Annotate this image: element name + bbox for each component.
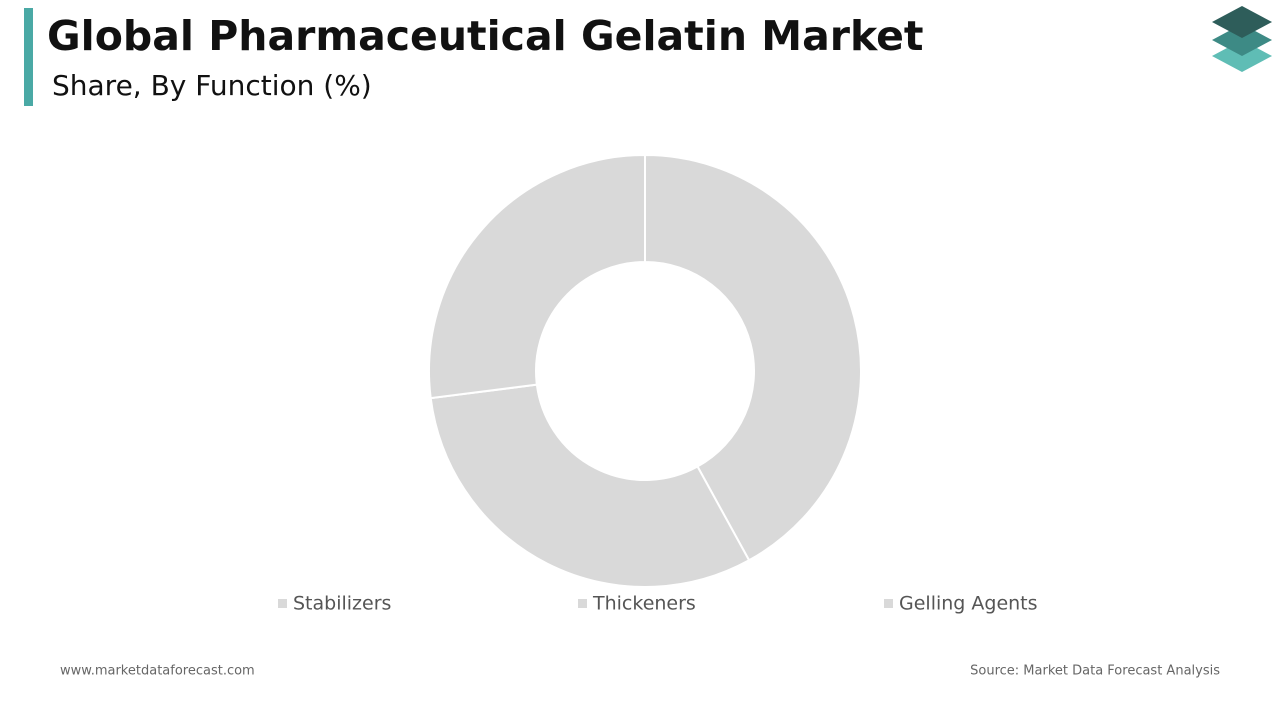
chart-title: Global Pharmaceutical Gelatin Market bbox=[47, 12, 924, 60]
donut-segment bbox=[429, 383, 751, 588]
logo bbox=[1212, 6, 1272, 72]
legend-label: Thickeners bbox=[592, 593, 696, 615]
title-accent bbox=[24, 8, 33, 106]
footer-website: www.marketdataforecast.com bbox=[60, 664, 255, 679]
chart-subtitle: Share, By Function (%) bbox=[52, 69, 372, 102]
legend-label: Stabilizers bbox=[293, 593, 391, 615]
legend-label: Gelling Agents bbox=[899, 593, 1038, 615]
legend-marker bbox=[578, 599, 587, 608]
donut-segment bbox=[644, 153, 862, 562]
legend-marker bbox=[278, 599, 287, 608]
legend-marker bbox=[884, 599, 893, 608]
donut-segment bbox=[428, 153, 646, 400]
footer-source: Source: Market Data Forecast Analysis bbox=[970, 664, 1220, 679]
